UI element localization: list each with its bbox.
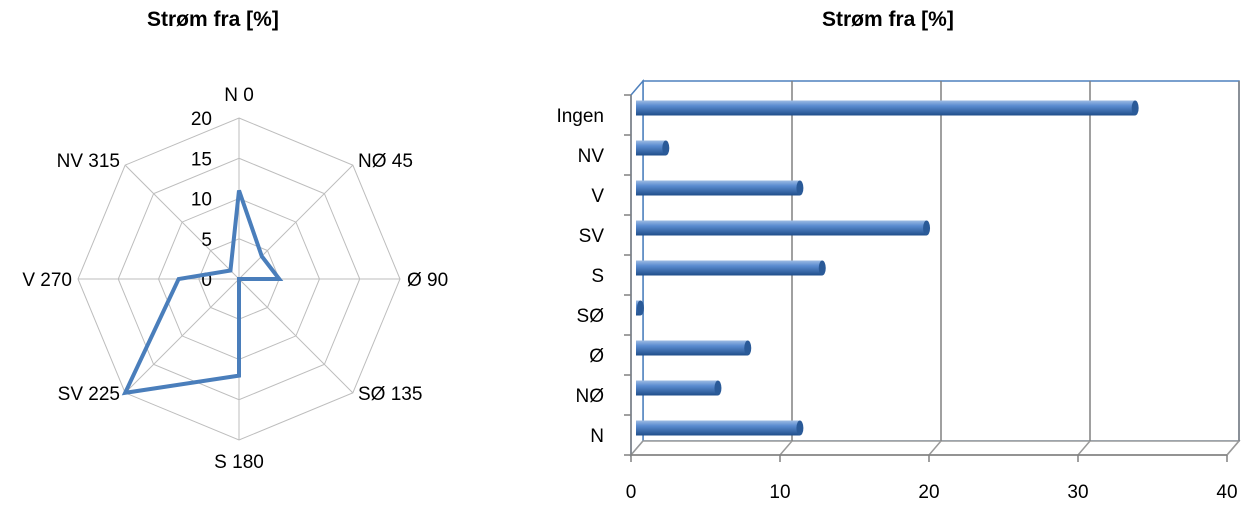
bar-Ø-cap xyxy=(744,340,752,356)
radar-category-label: SØ 135 xyxy=(358,384,422,405)
radar-tick-label: 0 xyxy=(201,270,212,291)
bar-S-cap xyxy=(818,260,826,276)
bar-Ingen xyxy=(636,100,1136,116)
radar-spoke xyxy=(124,164,240,280)
bar-category-label: Ø xyxy=(589,346,604,367)
bar-chart-title: Strøm fra [%] xyxy=(822,8,954,31)
radar-series-line xyxy=(121,189,284,396)
radar-category-label: NØ 45 xyxy=(358,151,413,172)
bar-x-tick-label: 10 xyxy=(769,482,790,503)
bar-NØ xyxy=(636,380,718,396)
radar-category-label: SV 225 xyxy=(58,384,120,405)
bar-floor-gridline xyxy=(1077,440,1091,456)
bar-category-label: N xyxy=(590,426,604,447)
bar-N xyxy=(636,420,800,436)
bar-category-label: S xyxy=(591,266,604,287)
bar-category-label: Ingen xyxy=(556,106,604,127)
radar-category-label: S 180 xyxy=(214,452,264,473)
radar-spoke xyxy=(124,278,240,394)
bar-category-label: NV xyxy=(578,146,605,167)
radar-chart-title: Strøm fra [%] xyxy=(147,8,279,31)
bar-Ø xyxy=(636,340,748,356)
bar-category-label: SØ xyxy=(577,306,605,327)
bar-floor-gridline xyxy=(779,440,793,456)
bar-floor-gridline xyxy=(928,440,942,456)
bar-V xyxy=(636,180,800,196)
bar-NV xyxy=(636,140,666,156)
bar-category-label: NØ xyxy=(576,386,605,407)
bar-S xyxy=(636,260,823,276)
bar-x-tick-label: 40 xyxy=(1216,482,1237,503)
bar-SV xyxy=(636,220,927,236)
radar-category-label: NV 315 xyxy=(57,151,120,172)
bar-NØ-cap xyxy=(714,380,722,396)
radar-tick-label: 15 xyxy=(191,149,212,170)
bar-floor-gridline xyxy=(1226,440,1240,456)
bar-SV-cap xyxy=(923,220,931,236)
bar-category-label: V xyxy=(591,186,604,207)
bar-x-tick-label: 0 xyxy=(626,482,637,503)
radar-category-label: N 0 xyxy=(224,85,254,106)
radar-tick-label: 20 xyxy=(191,109,212,130)
bar-SØ-cap xyxy=(636,300,644,316)
bar-V-cap xyxy=(796,180,804,196)
bar-x-tick-label: 30 xyxy=(1067,482,1088,503)
radar-chart: 0 5 10 15 20 N 0 NØ 45 Ø 90 SØ 135 S 180 SV 225 V 2… xyxy=(22,85,448,473)
bar-NV-cap xyxy=(662,140,670,156)
radar-tick-label: 10 xyxy=(191,190,212,211)
radar-category-label: V 270 xyxy=(22,270,72,291)
bar-N-cap xyxy=(796,420,804,436)
bar-category-label: SV xyxy=(579,226,605,247)
bar-x-tick-label: 20 xyxy=(918,482,939,503)
radar-tick-label: 5 xyxy=(201,230,212,251)
radar-category-label: Ø 90 xyxy=(407,270,448,291)
bar-Ingen-cap xyxy=(1131,100,1139,116)
radar-spoke xyxy=(238,278,354,394)
radar-spoke xyxy=(238,164,354,280)
